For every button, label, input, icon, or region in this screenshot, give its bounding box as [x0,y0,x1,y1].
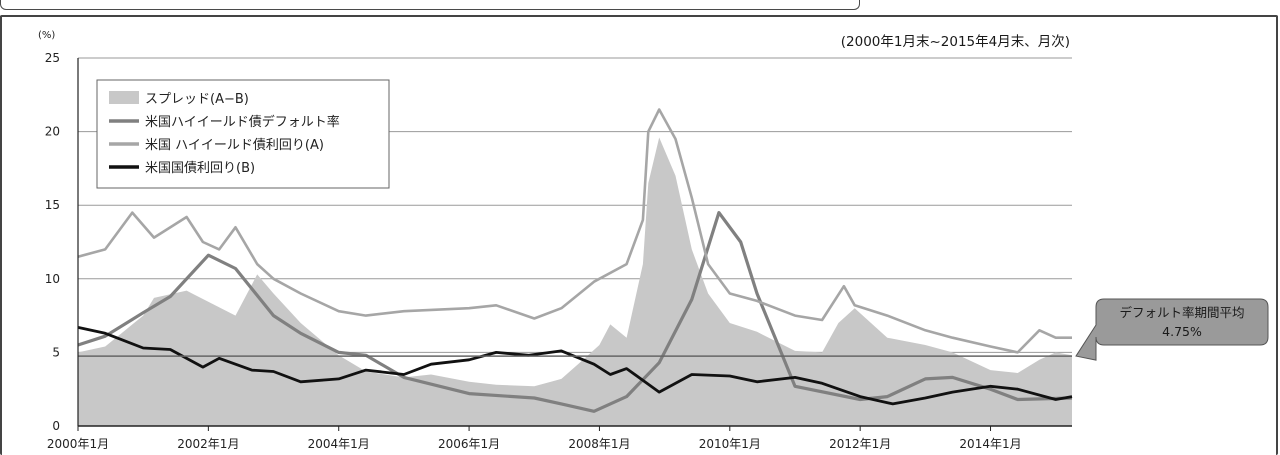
x-tick-label: 2012年1月 [829,437,891,451]
x-tick-label: 2010年1月 [699,437,761,451]
average-callout: デフォルト率期間平均 4.75% [1075,298,1269,361]
y-unit-label: (%) [38,30,55,41]
x-tick-label: 2000年1月 [47,437,109,451]
y-tick-label: 15 [45,198,60,212]
series-line-1 [77,211,1073,413]
x-tick-label: 2006年1月 [438,437,500,451]
x-tick-labels: 2000年1月 2002年1月 2004年1月 2006年1月 2008年1月 2010年… [47,426,1022,451]
y-tick-label: 0 [52,419,60,433]
legend-label: スプレッド(A−B) [145,92,249,107]
x-tick-label: 2008年1月 [568,437,630,451]
series-lines-group [77,108,1073,413]
y-tick-label: 25 [45,51,60,65]
y-tick-labels: 0 5 10 15 20 25 [45,51,60,433]
legend-label: 米国国債利回り(B) [145,161,255,176]
callout-bubble [1075,298,1269,361]
spread-area [78,137,1072,426]
top-strip [0,0,860,10]
legend-swatch [109,91,139,104]
x-tick-label: 2002年1月 [177,437,239,451]
chart-frame [0,15,1278,455]
y-tick-label: 5 [52,345,60,359]
x-tick-label: 2004年1月 [308,437,370,451]
callout-text-line2: 4.75% [1162,324,1202,339]
legend-box [96,79,390,189]
series-line-2 [77,108,1072,354]
y-tick-label: 20 [45,125,60,139]
spread-area-group [78,137,1072,426]
period-label: (2000年1月末~2015年4月末、月次) [841,34,1070,50]
legend-label: 米国 ハイイールド債利回り(A) [145,138,324,153]
x-tick-label: 2014年1月 [959,437,1021,451]
series-line-3 [77,326,1073,406]
legend-label: 米国ハイイールド債デフォルト率 [145,114,340,130]
y-tick-label: 10 [45,272,60,286]
callout-text-line1: デフォルト率期間平均 [1119,305,1244,320]
